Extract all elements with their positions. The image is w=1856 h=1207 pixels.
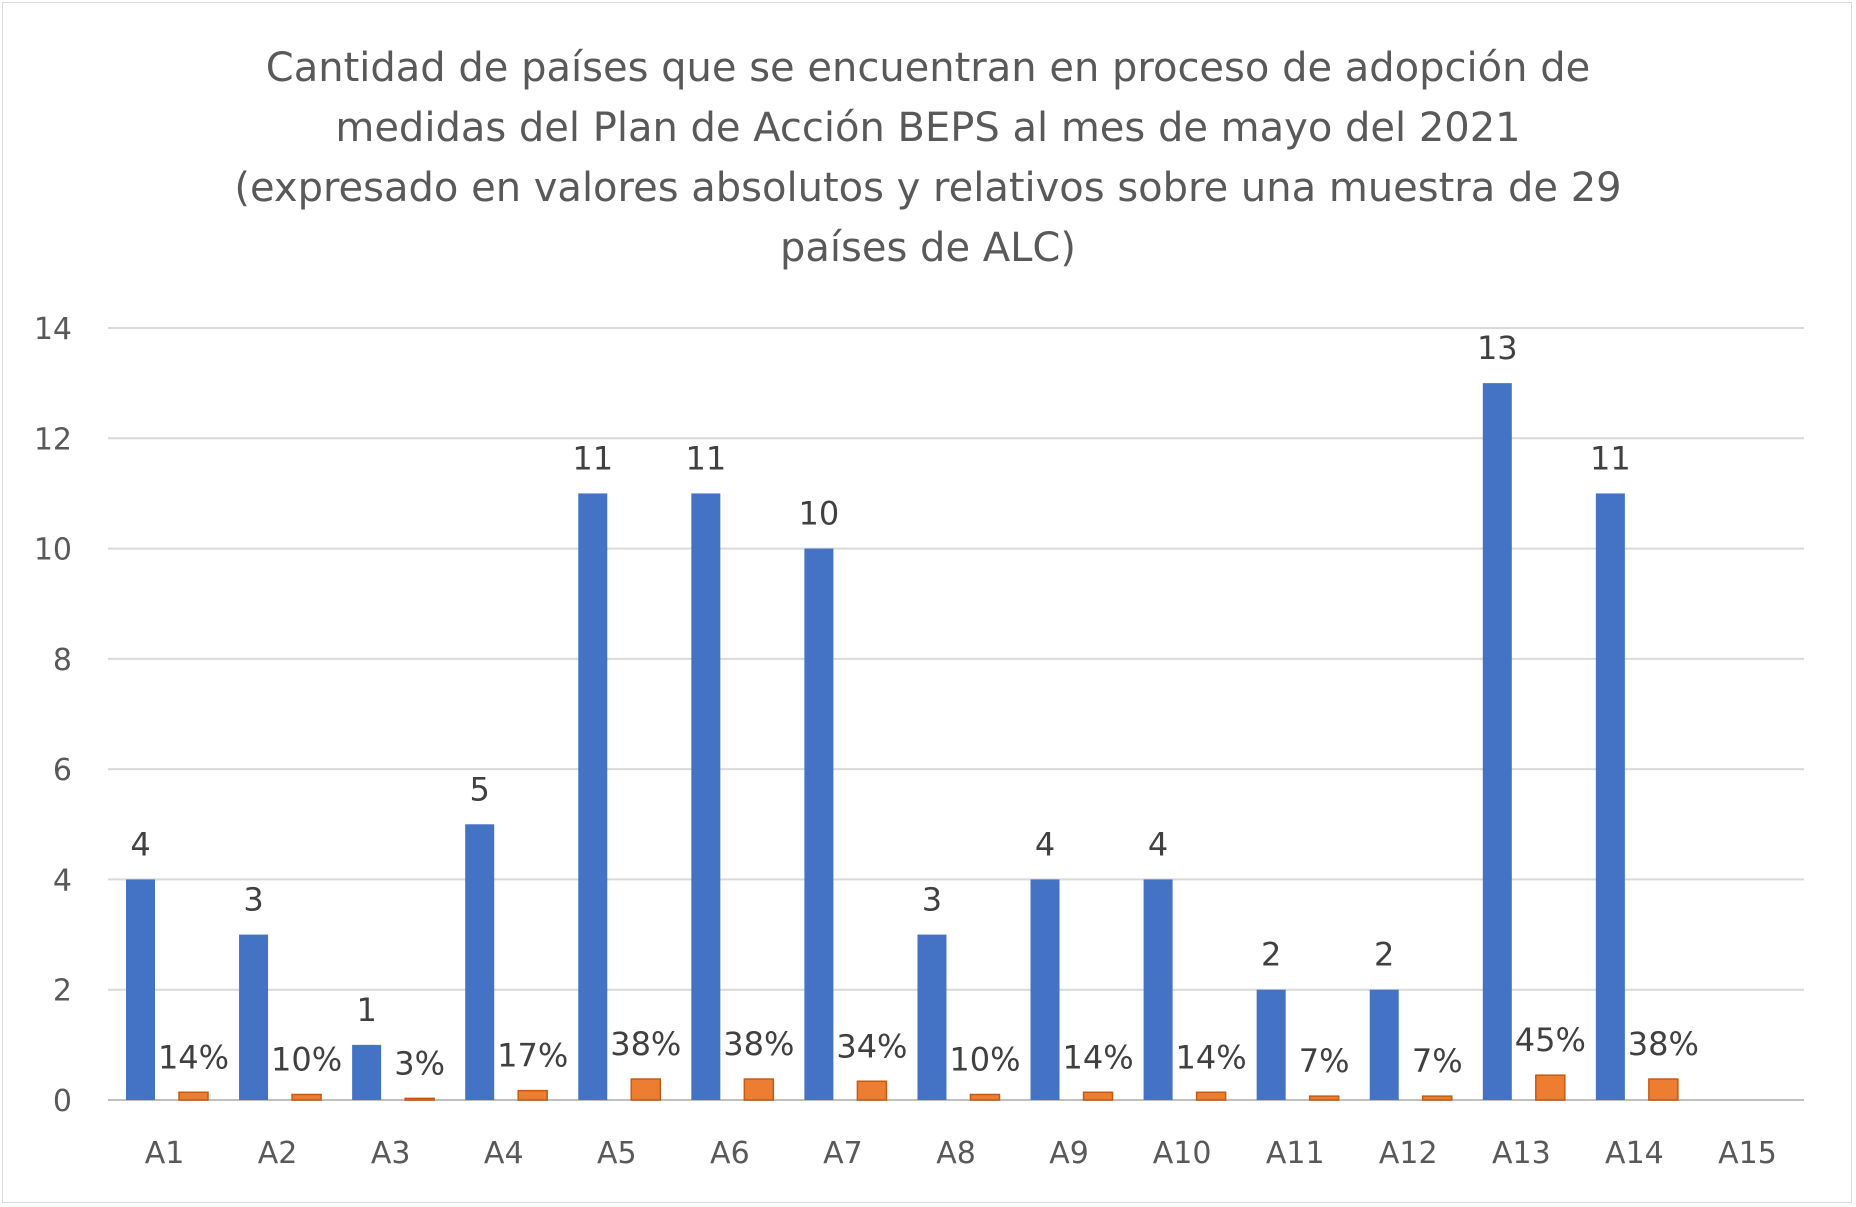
bar-series2-a10: [1195, 1091, 1227, 1101]
bar-series1-a10: [1143, 879, 1173, 1100]
x-tick-label-a5: A5: [597, 1136, 637, 1171]
x-tick-label-a4: A4: [484, 1136, 524, 1171]
data-label-series1-a10: 4: [1148, 825, 1168, 863]
x-tick-label-a3: A3: [371, 1136, 411, 1171]
bar-series2-a14: [1648, 1078, 1679, 1101]
data-label-series2-a6: 38%: [723, 1025, 794, 1063]
bar-series1-a3: [352, 1044, 382, 1100]
bar-series2-a4: [517, 1089, 548, 1101]
y-tick-label: 10: [34, 533, 72, 568]
data-label-series2-a11: 7%: [1299, 1042, 1350, 1080]
data-label-series2-a1: 14%: [158, 1038, 229, 1076]
data-label-series1-a4: 5: [470, 770, 490, 808]
bar-series2-a5: [630, 1078, 662, 1101]
bar-series2-a13: [1535, 1074, 1566, 1101]
data-label-series1-a14: 11: [1590, 439, 1631, 477]
data-label-series2-a2: 10%: [271, 1040, 342, 1078]
bar-series2-a12: [1421, 1095, 1453, 1101]
bar-series1-a4: [465, 824, 495, 1100]
bar-series2-a7: [856, 1080, 888, 1101]
data-label-series2-a12: 7%: [1412, 1042, 1463, 1080]
data-label-series2-a10: 14%: [1176, 1038, 1247, 1076]
x-tick-label-a7: A7: [823, 1136, 863, 1171]
x-tick-label-a15: A15: [1718, 1136, 1777, 1171]
data-label-series1-a3: 1: [356, 991, 376, 1029]
bar-series2-a3: [404, 1097, 435, 1101]
bar-series1-a5: [578, 493, 608, 1100]
y-tick-label: 12: [34, 422, 72, 457]
bars: [126, 383, 1679, 1101]
chart-title-line-1: Cantidad de países que se encuentran en …: [265, 45, 1591, 91]
data-label-series2-a9: 14%: [1062, 1038, 1133, 1076]
y-tick-label: 0: [53, 1084, 72, 1119]
bar-series1-a8: [917, 934, 947, 1100]
data-label-series1-a11: 2: [1261, 936, 1281, 974]
y-tick-label: 8: [53, 643, 72, 678]
gridlines: [108, 327, 1804, 1101]
data-label-series1-a2: 3: [243, 881, 263, 919]
y-tick-label: 2: [53, 974, 72, 1009]
bar-series2-a9: [1082, 1091, 1114, 1101]
data-label-series1-a1: 4: [130, 825, 150, 863]
bar-series2-a1: [178, 1091, 209, 1101]
data-label-series2-a7: 34%: [836, 1027, 907, 1065]
chart-title-line-3: (expresado en valores absolutos y relati…: [234, 165, 1622, 211]
data-label-series2-a4: 17%: [497, 1037, 568, 1075]
bar-series1-a12: [1369, 989, 1399, 1100]
data-label-series1-a12: 2: [1374, 936, 1394, 974]
bar-series2-a6: [743, 1078, 775, 1101]
data-label-series1-a8: 3: [922, 881, 942, 919]
chart-title-line-4: países de ALC): [780, 225, 1076, 271]
data-label-series1-a6: 11: [685, 439, 726, 477]
data-label-series2-a3: 3%: [394, 1044, 445, 1082]
data-label-series1-a7: 10: [799, 495, 840, 533]
data-label-series1-a13: 13: [1477, 329, 1518, 367]
x-tick-label-a6: A6: [710, 1136, 750, 1171]
data-label-series2-a14: 38%: [1628, 1025, 1699, 1063]
data-labels: 4 14% 3 10% 1 3% 5 17% 11 38% 11 38% 10 34% 3 10% 4 14% 4 1…: [130, 329, 1699, 1082]
data-label-series2-a5: 38%: [610, 1025, 681, 1063]
x-tick-label-a13: A13: [1492, 1136, 1551, 1171]
y-tick-label: 4: [53, 863, 72, 898]
x-tick-label-a9: A9: [1049, 1136, 1089, 1171]
y-axis-ticks: 0 2 4 6 8 10 12 14: [34, 312, 72, 1119]
data-label-series1-a9: 4: [1035, 825, 1055, 863]
bar-series2-a2: [291, 1093, 322, 1101]
y-tick-label: 14: [34, 312, 72, 347]
bar-series1-a7: [804, 548, 834, 1100]
bar-series1-a6: [691, 493, 721, 1100]
bar-series1-a2: [239, 934, 269, 1100]
data-label-series2-a8: 10%: [949, 1040, 1020, 1078]
x-tick-label-a1: A1: [145, 1136, 185, 1171]
bar-series1-a13: [1482, 383, 1512, 1101]
chart-title-line-2: medidas del Plan de Acción BEPS al mes d…: [335, 105, 1521, 151]
data-label-series1-a5: 11: [572, 439, 613, 477]
data-label-series2-a13: 45%: [1515, 1021, 1586, 1059]
x-tick-label-a2: A2: [258, 1136, 298, 1171]
bar-series1-a1: [126, 879, 155, 1100]
bar-series1-a11: [1256, 989, 1286, 1100]
bar-series2-a11: [1308, 1095, 1340, 1101]
x-tick-label-a10: A10: [1153, 1136, 1212, 1171]
y-tick-label: 6: [53, 753, 72, 788]
bar-series2-a8: [969, 1093, 1001, 1101]
x-tick-label-a11: A11: [1266, 1136, 1325, 1171]
x-tick-label-a12: A12: [1379, 1136, 1438, 1171]
bar-series1-a9: [1030, 879, 1060, 1100]
chart-title: Cantidad de países que se encuentran en …: [0, 38, 1856, 278]
x-tick-label-a14: A14: [1605, 1136, 1664, 1171]
x-tick-label-a8: A8: [936, 1136, 976, 1171]
bar-series1-a14: [1595, 493, 1625, 1100]
x-axis-ticks: A1 A2 A3 A4 A5 A6 A7 A8 A9 A10 A11 A12 A13 A14 A15: [145, 1136, 1777, 1171]
